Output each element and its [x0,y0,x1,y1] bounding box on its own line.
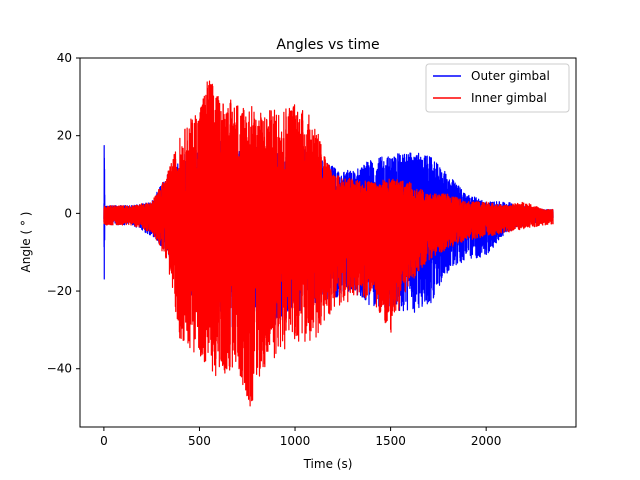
series-layer [103,80,554,407]
x-tick-label: 0 [100,434,108,448]
series-line-inner-gimbal [103,80,554,407]
y-tick-label: 0 [64,206,72,220]
legend: Outer gimbal Inner gimbal [425,63,570,113]
y-tick-label: 20 [57,129,72,143]
legend-box [425,63,570,113]
chart-title: Angles vs time [276,37,379,53]
y-tick-label: −20 [47,284,72,298]
legend-label-inner: Inner gimbal [471,91,547,105]
axes-frame [79,57,577,428]
y-ticks: −40 −20 0 20 40 [47,51,80,376]
y-axis-label: Angle ( ° ) [19,212,33,273]
x-tick-label: 2000 [471,434,502,448]
x-tick-label: 500 [188,434,211,448]
y-tick-label: −40 [47,362,72,376]
x-tick-label: 1000 [280,434,311,448]
x-ticks: 0 500 1000 1500 2000 [100,427,501,448]
x-tick-label: 1500 [375,434,406,448]
x-axis-label: Time (s) [303,457,353,471]
legend-label-outer: Outer gimbal [471,69,550,83]
y-tick-label: 40 [57,51,72,65]
